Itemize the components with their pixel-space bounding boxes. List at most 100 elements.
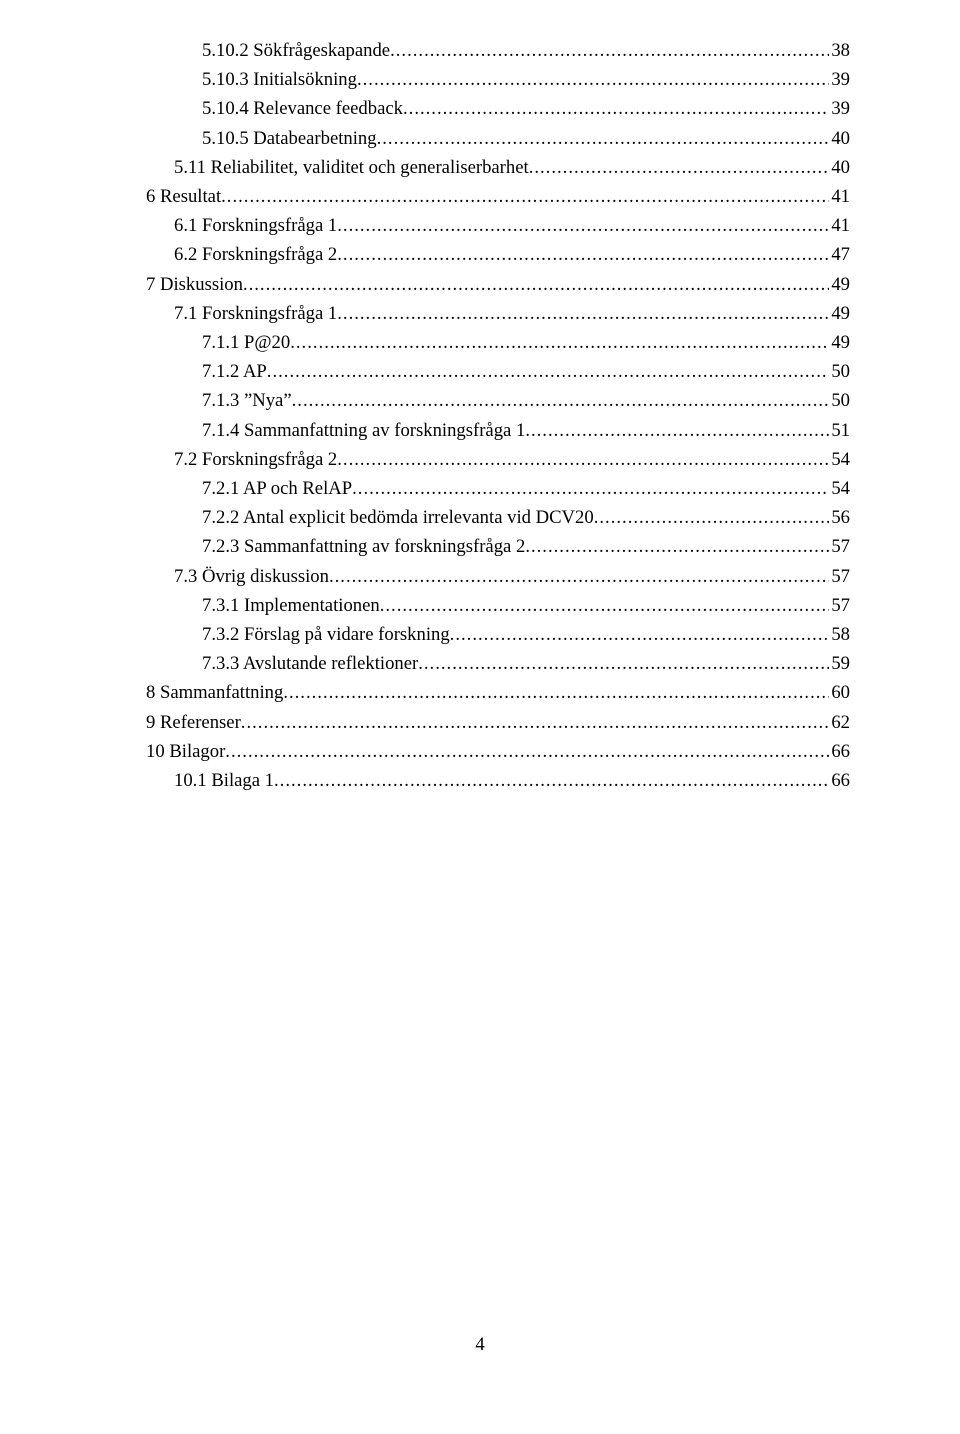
toc-entry-page: 57 — [829, 562, 850, 591]
toc-entry-page: 50 — [829, 357, 850, 386]
toc-leader-dots — [243, 270, 829, 299]
toc-entry-page: 54 — [829, 474, 850, 503]
toc-entry: 7.1.3 ”Nya”50 — [118, 386, 850, 415]
toc-entry: 10 Bilagor 66 — [118, 737, 850, 766]
toc-leader-dots — [274, 766, 829, 795]
toc-entry-page: 58 — [829, 620, 850, 649]
toc-leader-dots — [329, 562, 829, 591]
toc-entry-label: 6.2 Forskningsfråga 2 — [174, 240, 337, 269]
toc-entry-label: 7.3.1 Implementationen — [202, 591, 380, 620]
toc-entry: 6 Resultat 41 — [118, 182, 850, 211]
toc-leader-dots — [403, 94, 829, 123]
toc-leader-dots — [529, 153, 830, 182]
toc-entry-label: 7.3.3 Avslutande reflektioner — [202, 649, 418, 678]
toc-entry-page: 51 — [829, 416, 850, 445]
toc-entry-label: 5.10.2 Sökfrågeskapande — [202, 36, 390, 65]
toc-leader-dots — [337, 211, 829, 240]
toc-entry: 7.3 Övrig diskussion 57 — [118, 562, 850, 591]
toc-entry-page: 66 — [829, 766, 850, 795]
toc-leader-dots — [337, 445, 829, 474]
toc-entry-label: 7.2 Forskningsfråga 2 — [174, 445, 337, 474]
toc-entry-page: 59 — [829, 649, 850, 678]
toc-entry-label: 10 Bilagor — [146, 737, 225, 766]
toc-entry: 7.2.1 AP och RelAP 54 — [118, 474, 850, 503]
toc-entry: 7.1.1 P@20 49 — [118, 328, 850, 357]
toc-leader-dots — [225, 737, 829, 766]
toc-entry: 5.10.2 Sökfrågeskapande 38 — [118, 36, 850, 65]
toc-entry-page: 57 — [829, 591, 850, 620]
toc-entry-label: 8 Sammanfattning — [146, 678, 283, 707]
toc-entry-label: 7.2.2 Antal explicit bedömda irrelevanta… — [202, 503, 594, 532]
toc-entry-label: 7.2.1 AP och RelAP — [202, 474, 352, 503]
toc-entry-label: 6 Resultat — [146, 182, 221, 211]
toc-leader-dots — [357, 65, 829, 94]
toc-leader-dots — [418, 649, 829, 678]
toc-entry-label: 7.2.3 Sammanfattning av forskningsfråga … — [202, 532, 525, 561]
toc-entry-page: 49 — [829, 328, 850, 357]
toc-entry-page: 41 — [829, 211, 850, 240]
toc-entry-page: 47 — [829, 240, 850, 269]
toc-leader-dots — [352, 474, 829, 503]
toc-entry-page: 54 — [829, 445, 850, 474]
toc-entry-page: 39 — [829, 65, 850, 94]
toc-entry-label: 7.1.4 Sammanfattning av forskningsfråga … — [202, 416, 525, 445]
toc-entry: 7.3.3 Avslutande reflektioner 59 — [118, 649, 850, 678]
toc-entry-page: 62 — [829, 708, 850, 737]
toc-entry: 6.2 Forskningsfråga 2 47 — [118, 240, 850, 269]
toc-entry-label: 7.3 Övrig diskussion — [174, 562, 329, 591]
toc-entry: 7.3.1 Implementationen 57 — [118, 591, 850, 620]
toc-entry-label: 7 Diskussion — [146, 270, 243, 299]
toc-entry-label: 5.11 Reliabilitet, validitet och general… — [174, 153, 529, 182]
toc-entry-label: 10.1 Bilaga 1 — [174, 766, 274, 795]
toc-entry-page: 60 — [829, 678, 850, 707]
toc-entry: 5.10.4 Relevance feedback 39 — [118, 94, 850, 123]
toc-entry-page: 40 — [829, 124, 850, 153]
toc-entry: 5.11 Reliabilitet, validitet och general… — [118, 153, 850, 182]
toc-entry: 7.3.2 Förslag på vidare forskning 58 — [118, 620, 850, 649]
toc-entry-label: 5.10.3 Initialsökning — [202, 65, 357, 94]
toc-leader-dots — [292, 386, 830, 415]
toc-leader-dots — [337, 240, 829, 269]
toc-entry: 9 Referenser 62 — [118, 708, 850, 737]
toc-leader-dots — [525, 416, 829, 445]
toc-entry: 7.2 Forskningsfråga 2 54 — [118, 445, 850, 474]
toc-entry-label: 9 Referenser — [146, 708, 241, 737]
table-of-contents: 5.10.2 Sökfrågeskapande385.10.3 Initials… — [118, 36, 850, 795]
toc-entry-page: 56 — [829, 503, 850, 532]
toc-entry: 10.1 Bilaga 1 66 — [118, 766, 850, 795]
toc-entry-page: 57 — [829, 532, 850, 561]
toc-leader-dots — [241, 708, 830, 737]
toc-entry: 7.1 Forskningsfråga 1 49 — [118, 299, 850, 328]
toc-entry-label: 5.10.5 Databearbetning — [202, 124, 377, 153]
toc-leader-dots — [290, 328, 829, 357]
toc-entry-label: 7.3.2 Förslag på vidare forskning — [202, 620, 450, 649]
toc-entry: 7.2.3 Sammanfattning av forskningsfråga … — [118, 532, 850, 561]
toc-entry: 5.10.5 Databearbetning 40 — [118, 124, 850, 153]
toc-entry-page: 40 — [829, 153, 850, 182]
toc-entry: 7 Diskussion49 — [118, 270, 850, 299]
toc-entry: 8 Sammanfattning 60 — [118, 678, 850, 707]
toc-entry-page: 49 — [829, 299, 850, 328]
toc-leader-dots — [267, 357, 830, 386]
toc-entry: 7.1.2 AP50 — [118, 357, 850, 386]
toc-entry-page: 41 — [829, 182, 850, 211]
toc-entry-label: 7.1 Forskningsfråga 1 — [174, 299, 337, 328]
toc-entry: 7.2.2 Antal explicit bedömda irrelevanta… — [118, 503, 850, 532]
toc-entry-page: 66 — [829, 737, 850, 766]
toc-leader-dots — [525, 532, 829, 561]
toc-leader-dots — [380, 591, 830, 620]
toc-leader-dots — [450, 620, 830, 649]
toc-entry-label: 7.1.1 P@20 — [202, 328, 290, 357]
toc-entry-label: 5.10.4 Relevance feedback — [202, 94, 403, 123]
toc-entry: 6.1 Forskningsfråga 1 41 — [118, 211, 850, 240]
toc-leader-dots — [283, 678, 829, 707]
toc-entry-label: 6.1 Forskningsfråga 1 — [174, 211, 337, 240]
toc-entry: 5.10.3 Initialsökning 39 — [118, 65, 850, 94]
toc-entry: 7.1.4 Sammanfattning av forskningsfråga … — [118, 416, 850, 445]
toc-leader-dots — [337, 299, 829, 328]
toc-entry-page: 39 — [829, 94, 850, 123]
toc-entry-label: 7.1.3 ”Nya” — [202, 386, 292, 415]
toc-leader-dots — [377, 124, 830, 153]
page-number: 4 — [0, 1334, 960, 1356]
toc-entry-page: 38 — [829, 36, 850, 65]
